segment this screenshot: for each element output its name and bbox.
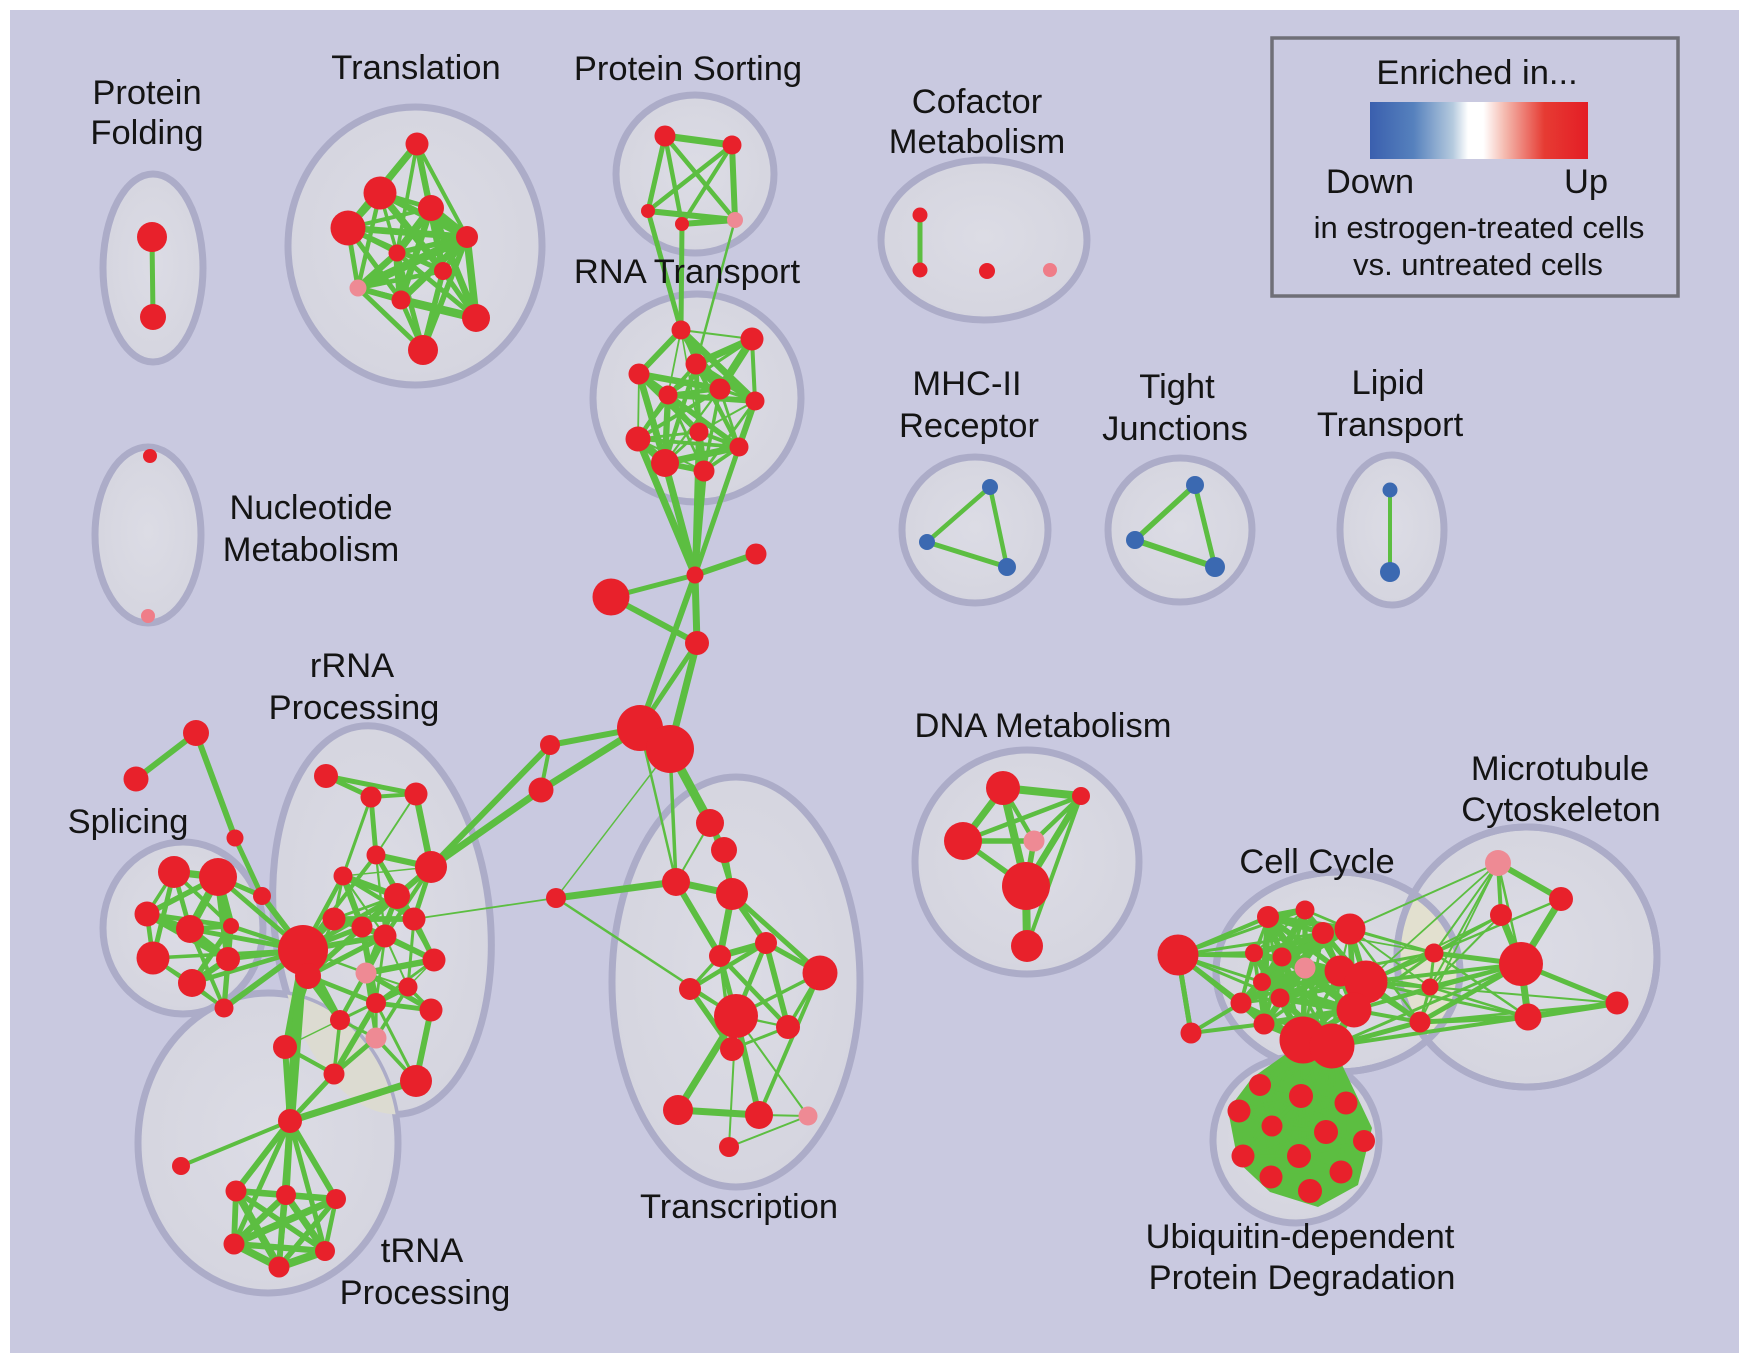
- svg-text:Cytoskeleton: Cytoskeleton: [1461, 791, 1660, 829]
- svg-text:MHC-II: MHC-II: [912, 365, 1021, 403]
- svg-text:Translation: Translation: [331, 49, 500, 87]
- svg-text:Ubiquitin-dependent: Ubiquitin-dependent: [1146, 1218, 1455, 1256]
- svg-text:Lipid: Lipid: [1352, 364, 1425, 402]
- svg-text:RNA Transport: RNA Transport: [574, 253, 801, 291]
- svg-text:Microtubule: Microtubule: [1471, 750, 1649, 788]
- svg-text:Processing: Processing: [269, 689, 440, 727]
- svg-text:Folding: Folding: [90, 114, 203, 152]
- svg-text:Metabolism: Metabolism: [223, 531, 399, 569]
- svg-text:Receptor: Receptor: [899, 407, 1039, 445]
- svg-text:Tight: Tight: [1139, 368, 1215, 406]
- svg-text:Transport: Transport: [1317, 406, 1464, 444]
- svg-text:DNA Metabolism: DNA Metabolism: [915, 707, 1172, 745]
- svg-text:rRNA: rRNA: [310, 647, 394, 685]
- svg-text:Up: Up: [1564, 163, 1608, 201]
- svg-text:Processing: Processing: [340, 1274, 511, 1312]
- svg-text:Protein: Protein: [92, 74, 201, 112]
- svg-text:Transcription: Transcription: [640, 1188, 838, 1226]
- svg-text:Protein Sorting: Protein Sorting: [574, 50, 802, 88]
- svg-text:Enriched in...: Enriched in...: [1376, 54, 1577, 92]
- svg-text:Protein Degradation: Protein Degradation: [1149, 1259, 1456, 1297]
- svg-text:Nucleotide: Nucleotide: [229, 489, 392, 527]
- svg-text:tRNA: tRNA: [381, 1232, 463, 1270]
- svg-text:Cell Cycle: Cell Cycle: [1239, 843, 1394, 881]
- svg-text:Splicing: Splicing: [68, 803, 189, 841]
- svg-text:Cofactor: Cofactor: [912, 83, 1042, 121]
- svg-text:Metabolism: Metabolism: [889, 123, 1065, 161]
- svg-text:vs. untreated cells: vs. untreated cells: [1353, 247, 1603, 282]
- svg-text:Down: Down: [1326, 163, 1414, 201]
- svg-text:Junctions: Junctions: [1102, 410, 1248, 448]
- svg-text:in estrogen-treated cells: in estrogen-treated cells: [1314, 210, 1645, 245]
